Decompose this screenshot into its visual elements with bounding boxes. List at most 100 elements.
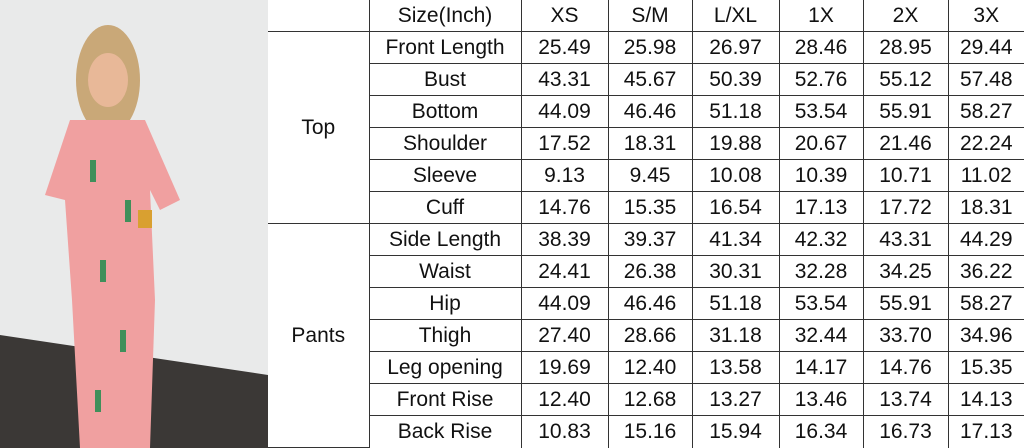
measurement-value: 45.67 [607,63,693,97]
measurement-value: 32.44 [778,319,864,353]
cactus-print [90,160,131,412]
measurement-value: 10.08 [691,159,780,193]
table-row: Cuff 14.76 15.35 16.54 17.13 17.72 18.31 [268,191,1024,225]
group-label: Pants [268,223,370,448]
measurement-value: 17.52 [520,127,609,161]
measurement-value: 58.27 [947,287,1024,321]
measurement-value: 9.45 [607,159,693,193]
measurement-value: 46.46 [607,287,693,321]
measurement-value: 12.40 [520,383,609,417]
measurement-value: 13.74 [862,383,949,417]
header-row: Size(Inch) XS S/M L/XL 1X 2X 3X [268,0,1024,33]
measurement-value: 29.44 [947,31,1024,65]
header-cell: S/M [607,0,693,33]
measurement-value: 13.46 [778,383,864,417]
group-label: Top [268,31,370,225]
header-cell: 3X [947,0,1024,33]
measurement-value: 41.34 [691,223,780,257]
measurement-value: 18.31 [607,127,693,161]
measurement-value: 14.13 [947,383,1024,417]
measurement-label: Bust [369,63,522,97]
header-cell: 1X [778,0,864,33]
table-row: Sleeve 9.13 9.45 10.08 10.39 10.71 11.02 [268,159,1024,193]
measurement-value: 55.91 [862,95,949,129]
measurement-value: 15.16 [607,415,693,448]
measurement-value: 18.31 [947,191,1024,225]
table-row: Back Rise 10.83 15.16 15.94 16.34 16.73 17.13 [268,415,1024,448]
table-row: Top Front Length 25.49 25.98 26.97 28.46 28.95… [268,31,1024,225]
measurement-value: 14.76 [862,351,949,385]
table-row: Front Rise 12.40 12.68 13.27 13.46 13.74 14.13 [268,383,1024,417]
measurement-value: 19.69 [520,351,609,385]
measurement-value: 33.70 [862,319,949,353]
measurement-value: 20.67 [778,127,864,161]
measurement-value: 51.18 [691,95,780,129]
corner-cell [268,0,370,33]
measurement-value: 10.39 [778,159,864,193]
measurement-value: 14.17 [778,351,864,385]
measurement-value: 28.46 [778,31,864,65]
measurement-value: 27.40 [520,319,609,353]
measurement-value: 12.40 [607,351,693,385]
measurement-value: 10.83 [520,415,609,448]
measurement-value: 55.91 [862,287,949,321]
measurement-value: 43.31 [862,223,949,257]
measurement-value: 10.71 [862,159,949,193]
measurement-value: 36.22 [947,255,1024,289]
measurement-value: 25.49 [520,31,609,65]
measurement-value: 15.35 [607,191,693,225]
measurement-value: 21.46 [862,127,949,161]
measurement-value: 57.48 [947,63,1024,97]
table-row: Bottom 44.09 46.46 51.18 53.54 55.91 58.27 [268,95,1024,129]
table-row: Leg opening 19.69 12.40 13.58 14.17 14.76 15.3… [268,351,1024,385]
measurement-value: 14.76 [520,191,609,225]
measurement-value: 44.09 [520,95,609,129]
measurement-value: 13.58 [691,351,780,385]
measurement-value: 34.96 [947,319,1024,353]
measurement-value: 46.46 [607,95,693,129]
measurement-value: 58.27 [947,95,1024,129]
measurement-value: 16.54 [691,191,780,225]
measurement-label: Front Rise [369,383,522,417]
measurement-value: 44.29 [947,223,1024,257]
measurement-value: 28.66 [607,319,693,353]
measurement-label: Cuff [369,191,522,225]
measurement-label: Front Length [368,31,522,65]
measurement-value: 55.12 [862,63,949,97]
measurement-value: 12.68 [607,383,693,417]
measurement-value: 22.24 [947,127,1024,161]
measurement-value: 26.38 [607,255,693,289]
table-row: Thigh 27.40 28.66 31.18 32.44 33.70 34.96 [268,319,1024,353]
measurement-label: Hip [369,287,522,321]
measurement-label: Leg opening [369,351,522,385]
measurement-value: 52.76 [778,63,864,97]
measurement-value: 38.39 [520,223,609,257]
measurement-value: 16.73 [862,415,949,448]
measurement-value: 9.13 [520,159,609,193]
measurement-value: 13.27 [691,383,780,417]
measurement-label: Sleeve [369,159,522,193]
measurement-value: 31.18 [691,319,780,353]
measurement-value: 51.18 [691,287,780,321]
measurement-value: 53.54 [778,95,864,129]
measurement-value: 39.37 [607,223,693,257]
header-cell: 2X [862,0,949,33]
measurement-value: 28.95 [862,31,949,65]
measurement-value: 43.31 [520,63,609,97]
header-cell: XS [520,0,609,33]
measurement-value: 11.02 [947,159,1024,193]
measurement-value: 19.88 [691,127,780,161]
measurement-value: 32.28 [778,255,864,289]
measurement-label: Thigh [369,319,522,353]
measurement-value: 17.13 [778,191,864,225]
measurement-value: 50.39 [691,63,780,97]
face [88,53,128,107]
table-row: Shoulder 17.52 18.31 19.88 20.67 21.46 22.24 [268,127,1024,161]
measurement-value: 24.41 [520,255,609,289]
measurement-value: 26.97 [691,31,780,65]
measurement-value: 17.13 [947,415,1024,448]
measurement-value: 53.54 [778,287,864,321]
table-row: Pants Side Length 38.39 39.37 41.34 42.32 43.3… [268,223,1024,448]
measurement-value: 30.31 [691,255,780,289]
measurement-value: 25.98 [607,31,693,65]
